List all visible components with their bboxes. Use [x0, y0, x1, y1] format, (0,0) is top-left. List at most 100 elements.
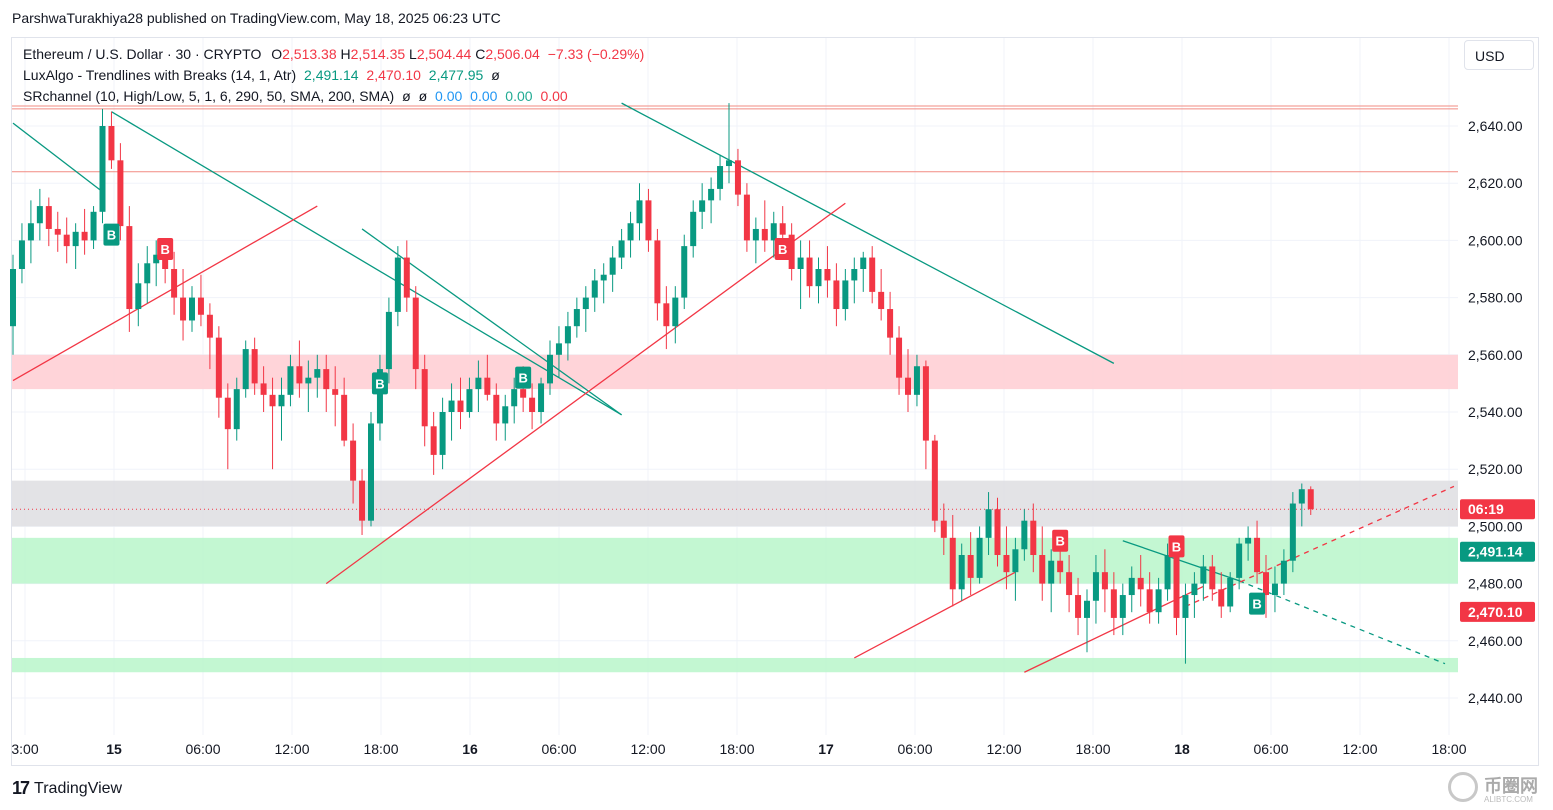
candle [538, 377, 545, 424]
break-marker: B [371, 372, 388, 395]
price-axis-label-text: 06:19 [1468, 501, 1504, 517]
candle-body [860, 257, 867, 269]
candle-body [958, 555, 965, 590]
candle [797, 240, 804, 310]
legend-row-luxalgo: LuxAlgo - Trendlines with Breaks (14, 1,… [23, 65, 644, 86]
candle-body [18, 240, 25, 269]
candle-body [1236, 543, 1243, 578]
candle-body [135, 283, 142, 310]
candle-body [314, 369, 321, 378]
candle-body [457, 400, 464, 412]
candle-body [251, 349, 258, 384]
candle [171, 251, 178, 315]
candle-body [699, 200, 706, 212]
luxalgo-indicator-name[interactable]: LuxAlgo - Trendlines with Breaks (14, 1,… [23, 67, 297, 83]
candle-body [708, 188, 715, 201]
candle [976, 526, 983, 584]
candle-body [1075, 595, 1082, 618]
candle [573, 297, 580, 338]
candle-body [851, 269, 858, 281]
candle-body [108, 126, 115, 161]
candle-body [394, 257, 401, 312]
candle-body [600, 274, 607, 281]
candle [54, 211, 61, 252]
price-tick-label: 2,600.00 [1468, 232, 1523, 248]
candle [144, 246, 151, 304]
candle [1254, 520, 1261, 584]
break-marker: B [1168, 535, 1185, 558]
time-tick-label: 18 [1174, 741, 1190, 757]
candle [1280, 549, 1287, 596]
luxalgo-value-1: 2,491.14 [304, 67, 359, 83]
candle [484, 354, 491, 401]
candle [726, 103, 732, 184]
currency-button[interactable]: USD [1464, 40, 1534, 70]
candle [717, 154, 724, 201]
candle-body [1039, 555, 1046, 584]
candle [690, 200, 697, 258]
price-axis-label: 2,491.14 [1460, 541, 1535, 562]
candle-body [269, 394, 276, 407]
candle [734, 148, 741, 207]
candle [591, 269, 598, 312]
candle-body [717, 166, 724, 189]
candle-body [967, 555, 974, 578]
candle-body [824, 269, 831, 281]
candle [708, 177, 715, 224]
srchannel-value-1: ø [402, 88, 411, 104]
candle [332, 366, 339, 427]
break-markers: B B B B B B B B [103, 223, 1266, 615]
srchannel-indicator-name[interactable]: SRchannel (10, High/Low, 5, 1, 6, 290, 5… [23, 88, 395, 104]
candle [699, 183, 706, 229]
break-marker-label: B [518, 371, 527, 386]
tradingview-footer[interactable]: 17 TradingView [12, 778, 122, 799]
candle [1200, 555, 1207, 601]
candle-body [296, 366, 303, 384]
candle-body [117, 160, 124, 227]
candle [958, 543, 965, 601]
candle-body [180, 297, 187, 321]
candle [860, 251, 867, 292]
luxalgo-value-2: 2,470.10 [366, 67, 421, 83]
break-marker-label: B [1055, 534, 1064, 549]
break-marker-box [1249, 592, 1266, 615]
candle-body [529, 397, 536, 412]
candle-body [538, 383, 545, 412]
candle-body [1254, 537, 1261, 573]
time-tick-label: 15 [106, 741, 122, 757]
candle-body [905, 377, 911, 395]
time-axis: 3:00 15 06:00 12:00 18:00 16 06:00 12:00 18:00 17… [11, 741, 1466, 757]
candle-body [1191, 583, 1198, 596]
price-tick-label: 2,520.00 [1468, 461, 1523, 477]
candle-body [770, 223, 777, 241]
price-tick-label: 2,440.00 [1468, 690, 1523, 706]
candle-body [385, 311, 392, 370]
candle [681, 234, 688, 310]
time-tick-label: 3:00 [11, 741, 38, 757]
candle-body [448, 400, 455, 412]
legend-row-symbol: Ethereum / U.S. Dollar · 30 · CRYPTO O2,… [23, 44, 644, 65]
candle-body [1066, 572, 1073, 596]
candle [502, 394, 509, 441]
candle-body [1057, 560, 1064, 573]
symbol-title[interactable]: Ethereum / U.S. Dollar · 30 · CRYPTO [23, 46, 262, 62]
candle [1066, 555, 1073, 613]
break-marker-label: B [778, 242, 787, 257]
break-marker-box [515, 366, 532, 389]
candle [180, 269, 187, 341]
candle-body [1263, 572, 1269, 596]
candle [1110, 572, 1117, 636]
ohlc-c-label: C [475, 46, 486, 62]
ohlc-l-label: L [409, 46, 417, 62]
candle-body [994, 509, 1001, 555]
candle-body [985, 509, 992, 538]
price-axis-label-text: 2,491.14 [1468, 544, 1523, 560]
candle [493, 383, 500, 441]
candle-body [1298, 489, 1305, 504]
candle-body [913, 366, 920, 395]
candle [1030, 503, 1037, 573]
price-axis-label-box [1460, 541, 1535, 562]
price-tick-label: 2,540.00 [1468, 404, 1523, 420]
candle [994, 497, 1001, 567]
